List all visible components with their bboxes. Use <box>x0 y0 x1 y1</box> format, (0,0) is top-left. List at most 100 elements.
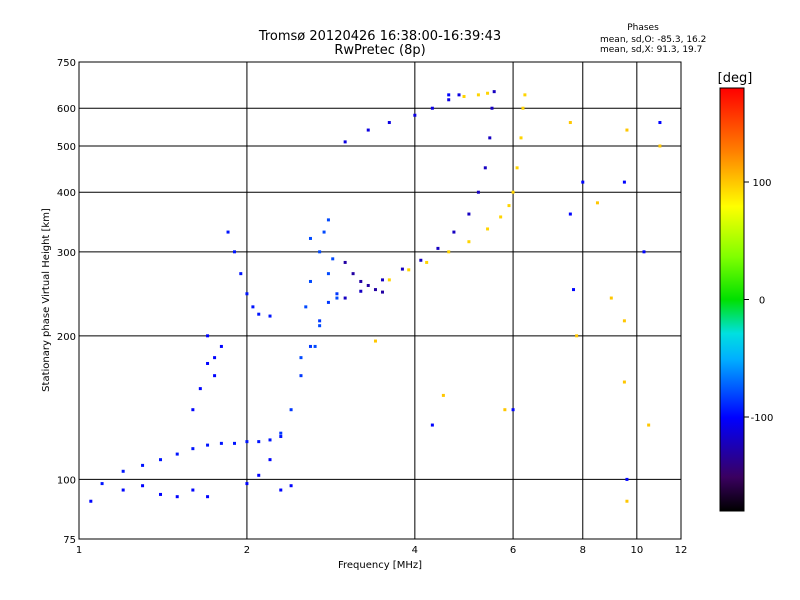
data-point <box>191 408 195 412</box>
data-point <box>359 289 363 293</box>
data-point <box>492 90 496 94</box>
data-point <box>279 431 283 435</box>
data-point <box>121 469 125 473</box>
trace <box>279 292 339 435</box>
data-point <box>436 246 440 250</box>
x-tick-label: 1 <box>76 545 82 556</box>
data-point <box>268 438 272 442</box>
data-points <box>89 90 662 503</box>
chart-title: Tromsø 20120426 16:38:00-16:39:43 <box>258 29 501 44</box>
data-point <box>206 495 210 499</box>
y-tick-label: 500 <box>57 142 76 153</box>
data-point <box>232 441 236 445</box>
x-tick-label: 4 <box>412 545 418 556</box>
data-point <box>313 344 317 348</box>
data-point <box>515 166 519 170</box>
plot-frame <box>78 61 682 540</box>
data-point <box>622 380 626 384</box>
data-point <box>268 458 272 462</box>
data-point <box>373 339 377 343</box>
data-point <box>486 227 490 231</box>
data-point <box>476 93 480 97</box>
colorbar-ticks: 100 0 -100 <box>744 178 773 424</box>
data-point <box>213 356 217 360</box>
data-point <box>430 106 434 110</box>
data-point <box>257 312 261 316</box>
colorbar-tick-label: 0 <box>759 296 765 307</box>
data-point <box>568 121 572 125</box>
trace <box>226 230 272 318</box>
data-point <box>625 477 629 481</box>
data-point <box>245 440 249 444</box>
data-point <box>523 93 527 97</box>
data-point <box>308 344 312 348</box>
x-axis-label: Frequency [MHz] <box>338 560 422 571</box>
data-point <box>359 279 363 283</box>
data-point <box>625 128 629 132</box>
y-tick-label: 75 <box>63 535 76 546</box>
data-point <box>343 296 347 300</box>
data-point <box>175 452 179 456</box>
data-point <box>191 488 195 492</box>
data-point <box>343 140 347 144</box>
data-point <box>206 443 210 447</box>
data-point <box>268 314 272 318</box>
data-point <box>511 190 515 194</box>
data-point <box>413 113 417 117</box>
y-tick-label: 600 <box>57 104 76 115</box>
y-tick-label: 400 <box>57 188 76 199</box>
trace <box>191 334 223 412</box>
phases-line-x: mean, sd,X: 91.3, 19.7 <box>600 45 702 55</box>
y-axis-label: Stationary phase Virtual Height [km] <box>41 208 52 392</box>
trace <box>343 90 496 300</box>
y-tick-label: 300 <box>57 248 76 259</box>
x-tick-label: 12 <box>675 545 688 556</box>
data-point <box>373 288 377 292</box>
data-point <box>447 93 451 97</box>
data-point <box>239 272 243 276</box>
data-point <box>318 324 322 328</box>
data-point <box>257 440 261 444</box>
trace <box>343 260 384 294</box>
trace <box>373 121 662 503</box>
data-point <box>400 267 404 271</box>
data-point <box>159 458 163 462</box>
data-point <box>213 374 217 378</box>
data-point <box>622 180 626 184</box>
data-point <box>609 296 613 300</box>
data-point <box>467 212 471 216</box>
data-point <box>100 482 104 486</box>
data-point <box>387 278 391 282</box>
data-point <box>251 305 255 309</box>
data-point <box>380 278 384 282</box>
data-point <box>658 144 662 148</box>
data-point <box>625 499 629 503</box>
trace <box>430 93 662 481</box>
x-axis-ticks: 1 2 4 6 8 10 12 <box>76 545 688 556</box>
data-point <box>380 290 384 294</box>
data-point <box>425 260 429 264</box>
data-point <box>486 91 490 95</box>
data-point <box>343 260 347 264</box>
data-point <box>318 250 322 254</box>
trace <box>387 93 527 282</box>
chart-subtitle: RwPretec (8p) <box>334 43 425 58</box>
data-point <box>488 136 492 140</box>
data-point <box>452 230 456 234</box>
trace <box>89 458 293 503</box>
data-point <box>575 334 579 338</box>
data-point <box>335 296 339 300</box>
data-point <box>622 319 626 323</box>
data-point <box>595 201 599 205</box>
data-point <box>351 272 355 276</box>
data-point <box>141 463 145 467</box>
data-point <box>366 283 370 287</box>
data-point <box>457 93 461 97</box>
data-point <box>159 492 163 496</box>
data-point <box>447 98 451 102</box>
data-point <box>326 272 330 276</box>
data-point <box>521 106 525 110</box>
data-point <box>462 94 466 98</box>
data-point <box>308 236 312 240</box>
